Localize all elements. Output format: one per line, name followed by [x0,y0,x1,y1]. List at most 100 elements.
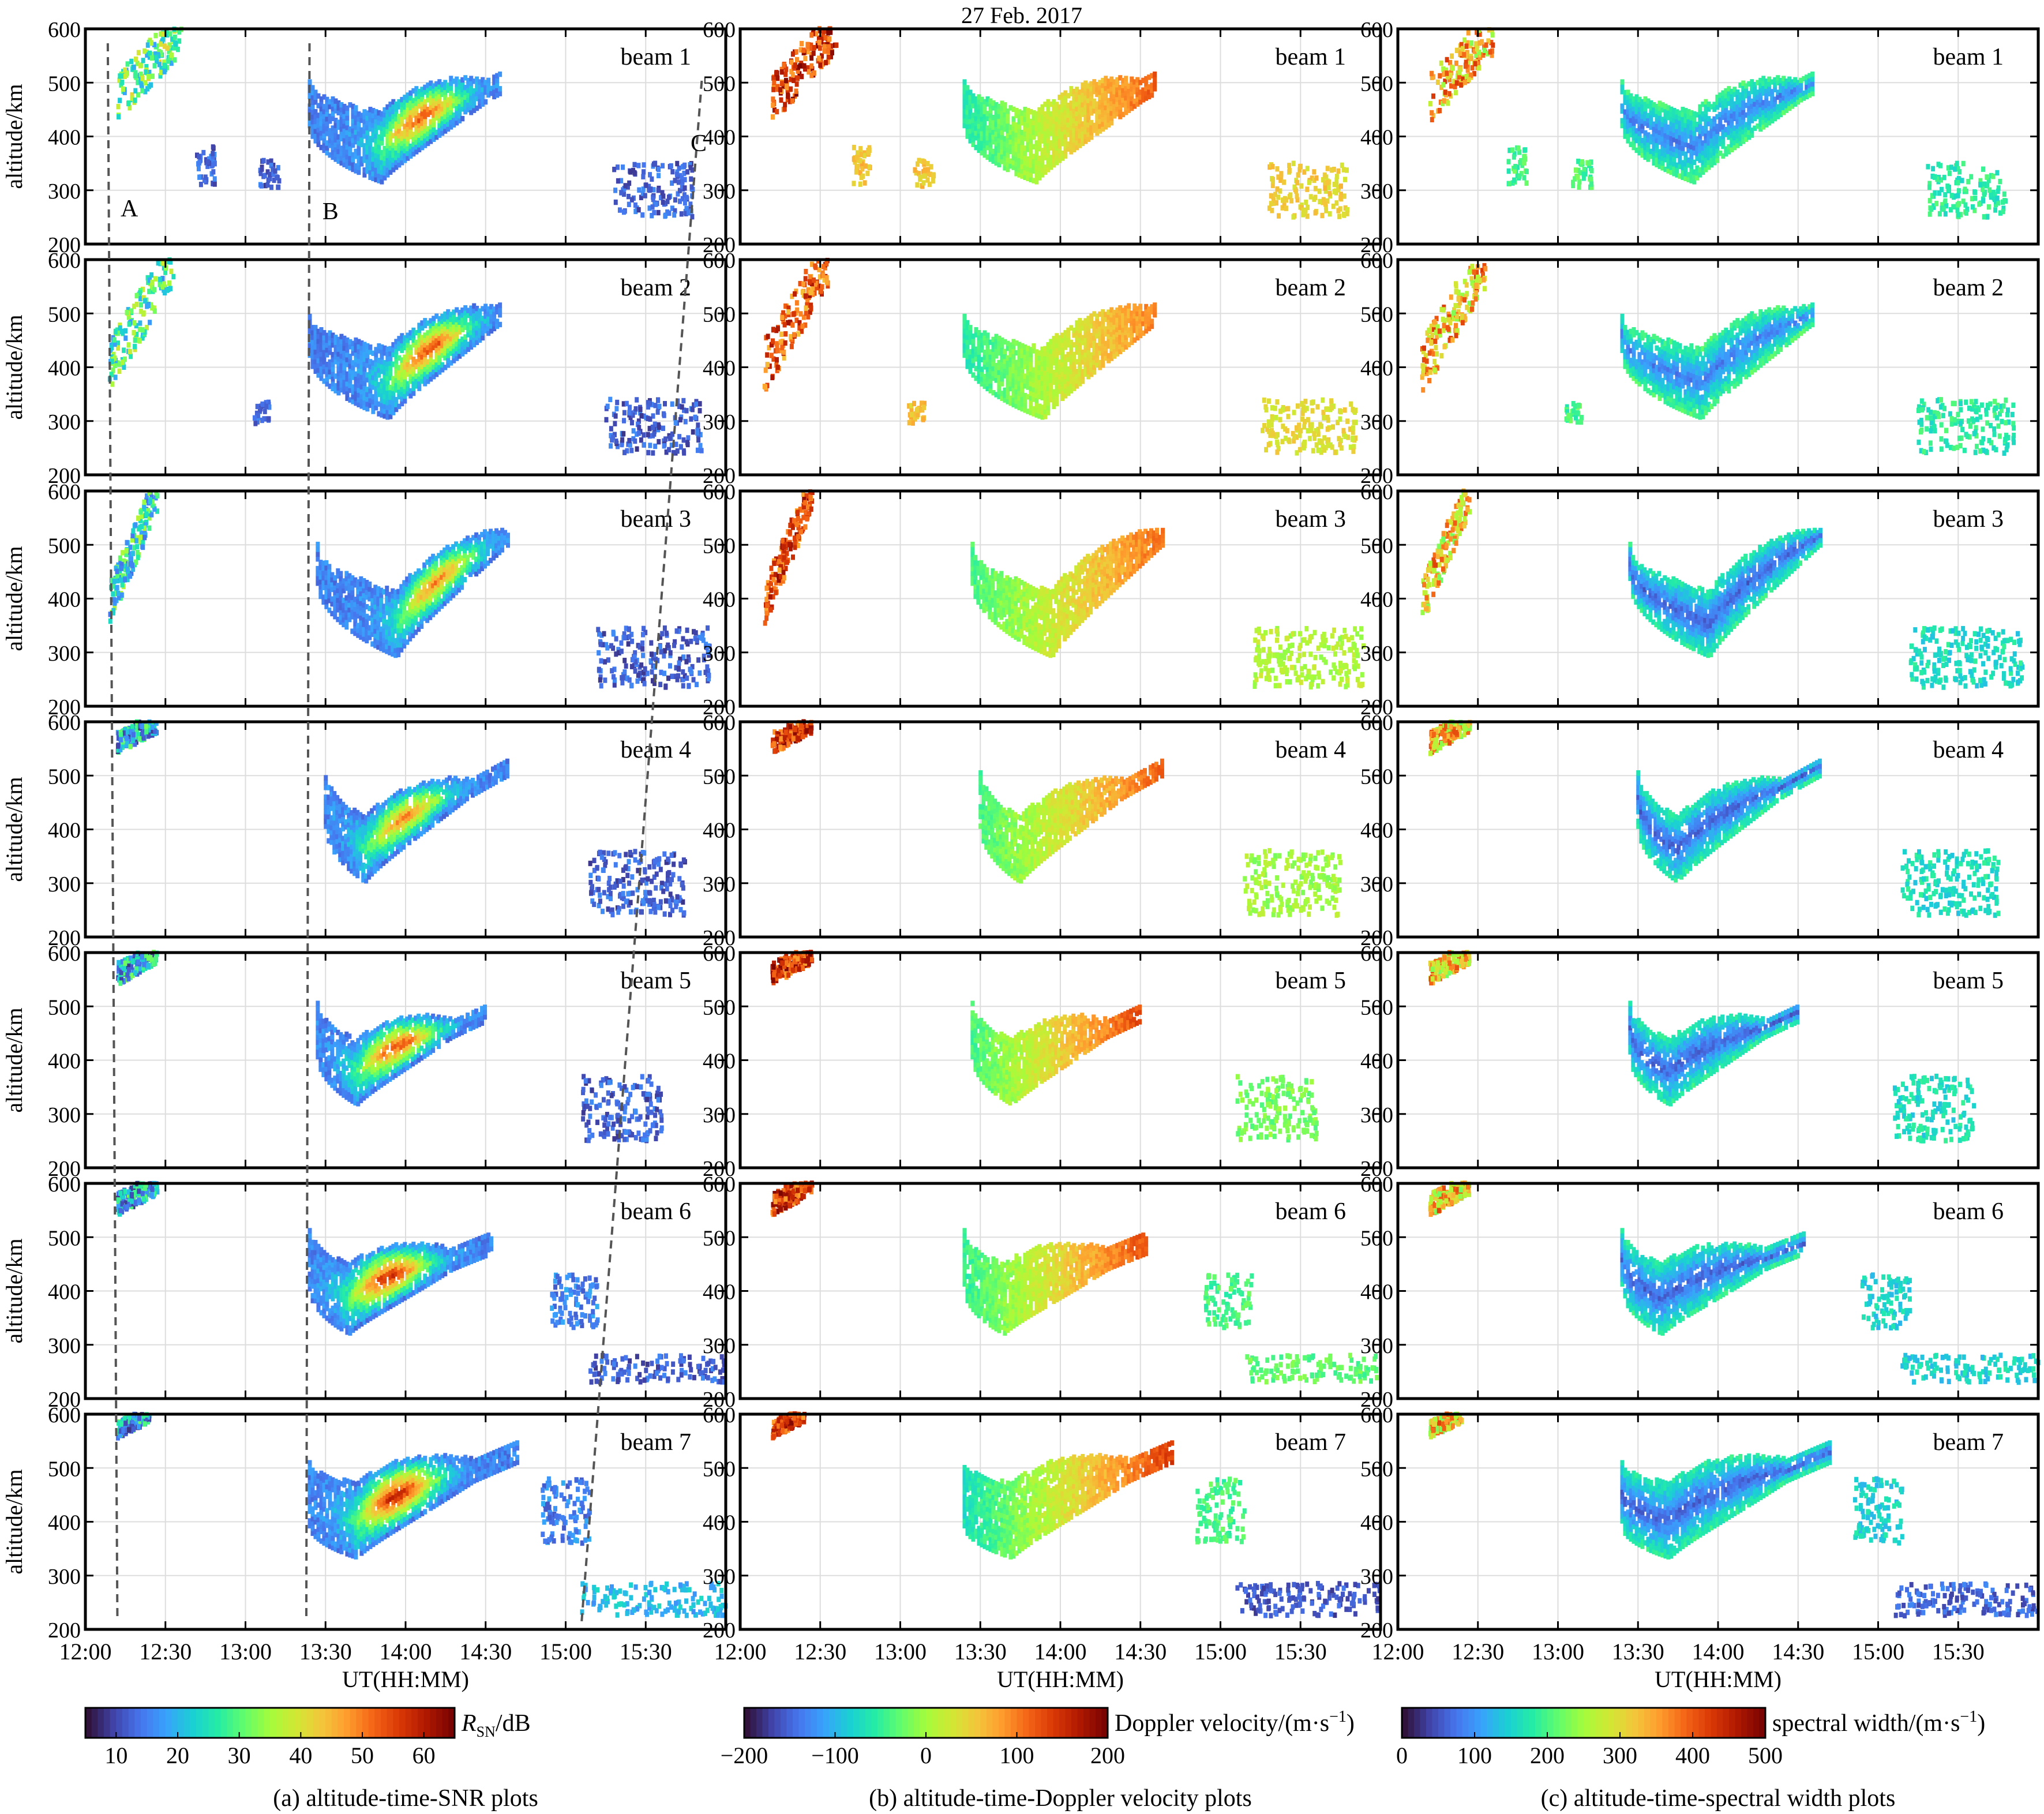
echo-cell [688,164,693,171]
echo-cell [354,371,358,377]
echo-cell [420,87,425,92]
echo-cell [321,1028,326,1034]
echo-cell [462,784,467,789]
echo-cell [120,959,125,965]
echo-cell [416,785,421,790]
echo-cell [454,1022,459,1029]
echo-cell [380,363,384,369]
echo-cell [414,95,419,102]
echo-cell [437,325,442,331]
echo-cell [379,636,384,642]
echo-cell [344,843,348,849]
echo-cell [344,1089,349,1095]
echo-cell [443,335,448,342]
echo-cell [370,813,374,819]
echo-cell [637,675,642,681]
echo-cell [380,392,384,399]
echo-cell [391,99,396,105]
echo-cell [333,1056,337,1062]
echo-cell [385,1020,389,1026]
echo-cell [328,128,332,134]
echo-cell [442,595,447,602]
echo-cell [394,125,399,132]
echo-cell [432,320,436,327]
echo-cell [649,640,654,646]
echo-cell [469,104,474,111]
echo-cell [465,786,469,792]
echo-cell [391,622,395,628]
echo-cell [460,575,464,580]
echo-cell [122,736,127,741]
echo-cell [470,782,475,788]
echo-cell [387,797,392,803]
echo-cell [391,123,396,129]
echo-cell [327,828,331,834]
echo-cell [374,400,378,406]
echo-cell [348,377,352,384]
echo-cell [385,162,390,168]
echo-cell [347,602,352,608]
echo-cell [446,343,451,349]
echo-cell [350,1064,355,1070]
echo-cell [481,335,485,341]
echo-cell [643,629,648,635]
echo-cell [419,831,423,837]
echo-cell [382,165,387,171]
echo-cell [678,906,683,913]
echo-cell [445,801,449,807]
echo-cell [342,1034,346,1040]
echo-cell [331,125,335,131]
echo-cell [310,354,315,359]
echo-cell [400,367,404,373]
echo-cell [379,597,384,603]
echo-cell [400,96,404,103]
echo-cell [310,99,315,105]
echo-cell [258,407,262,413]
echo-cell [368,344,373,350]
echo-cell [116,590,121,597]
echo-cell [423,332,427,338]
echo-cell [463,562,467,568]
echo-cell [650,176,654,182]
echo-cell [310,123,315,129]
echo-cell [396,844,400,850]
echo-cell [348,344,352,350]
echo-cell [367,591,372,597]
echo-cell [590,884,595,890]
echo-cell [379,1039,384,1044]
echo-cell [370,627,375,632]
echo-cell [344,624,349,630]
echo-cell [367,1047,372,1053]
echo-cell [500,542,505,548]
echo-cell [492,550,496,556]
echo-cell [429,133,433,140]
echo-cell [135,544,140,550]
echo-cell [429,90,433,96]
echo-cell [437,553,441,559]
echo-cell [449,360,453,366]
echo-cell [486,92,491,98]
echo-cell [362,1080,366,1086]
echo-cell [132,967,136,973]
echo-cell [487,773,492,778]
echo-cell [328,359,332,365]
echo-cell [351,369,355,376]
echo-cell [336,153,341,159]
echo-cell [622,674,627,680]
echo-cell [405,1030,410,1037]
echo-cell [344,1075,349,1081]
echo-cell [605,1112,609,1118]
echo-cell [403,344,407,351]
echo-cell [310,109,315,115]
echo-cell [149,40,154,46]
echo-cell [403,393,407,399]
echo-cell [474,1008,479,1014]
echo-cell [697,401,702,407]
echo-cell [345,144,350,150]
echo-cell [439,782,444,788]
echo-cell [440,352,445,358]
echo-cell [680,404,684,410]
echo-cell [452,122,456,128]
echo-cell [357,116,361,122]
echo-cell [646,1110,651,1115]
